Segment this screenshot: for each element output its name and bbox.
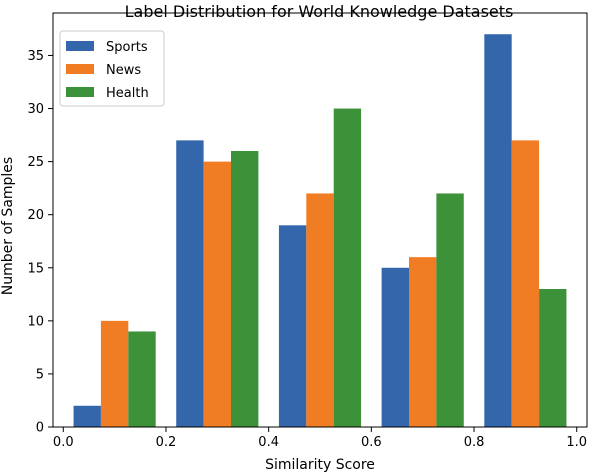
x-axis-ticks: 0.0 0.2 0.4 0.6 0.8 1.0 bbox=[53, 427, 587, 450]
bar-health-3 bbox=[436, 193, 464, 427]
bar-health-4 bbox=[539, 289, 567, 427]
y-tick-label: 15 bbox=[27, 261, 44, 276]
bar-sports-2 bbox=[278, 225, 307, 427]
x-tick-label: 1.0 bbox=[566, 435, 587, 450]
bars-group bbox=[73, 34, 567, 427]
bar-news-4 bbox=[511, 140, 540, 427]
y-tick-label: 30 bbox=[27, 102, 44, 117]
legend-swatch-health bbox=[66, 87, 94, 97]
x-axis-label: Similarity Score bbox=[265, 457, 375, 472]
bar-news-3 bbox=[409, 257, 437, 427]
y-tick-label: 5 bbox=[36, 367, 44, 382]
bar-sports-4 bbox=[484, 34, 512, 427]
bar-sports-0 bbox=[73, 405, 101, 427]
bar-health-2 bbox=[333, 108, 362, 427]
y-tick-label: 20 bbox=[27, 208, 44, 223]
legend-label-sports: Sports bbox=[106, 40, 148, 55]
legend-label-health: Health bbox=[106, 86, 149, 101]
legend-swatch-sports bbox=[66, 41, 94, 51]
bar-sports-3 bbox=[381, 267, 409, 427]
chart-title: Label Distribution for World Knowledge D… bbox=[125, 2, 514, 21]
x-tick-label: 0.0 bbox=[53, 435, 74, 450]
x-tick-label: 0.4 bbox=[258, 435, 279, 450]
y-tick-label: 0 bbox=[36, 421, 44, 436]
y-tick-label: 25 bbox=[27, 155, 44, 170]
x-tick-label: 0.6 bbox=[361, 435, 382, 450]
x-tick-label: 0.2 bbox=[156, 435, 177, 450]
bar-health-0 bbox=[128, 331, 156, 427]
legend-label-news: News bbox=[106, 63, 141, 78]
plot-frame bbox=[52, 12, 588, 428]
legend-swatch-news bbox=[66, 64, 94, 74]
bar-news-1 bbox=[203, 161, 231, 427]
y-tick-label: 35 bbox=[27, 49, 44, 64]
y-tick-label: 10 bbox=[27, 314, 44, 329]
legend: Sports News Health bbox=[59, 30, 165, 107]
y-axis-ticks: 0 5 10 15 20 25 30 35 bbox=[27, 49, 53, 436]
bar-health-1 bbox=[231, 151, 259, 427]
x-tick-label: 0.8 bbox=[464, 435, 485, 450]
bar-news-0 bbox=[100, 320, 129, 427]
bar-news-2 bbox=[306, 193, 334, 427]
y-axis-label: Number of Samples bbox=[0, 157, 16, 295]
bar-sports-1 bbox=[176, 140, 204, 427]
